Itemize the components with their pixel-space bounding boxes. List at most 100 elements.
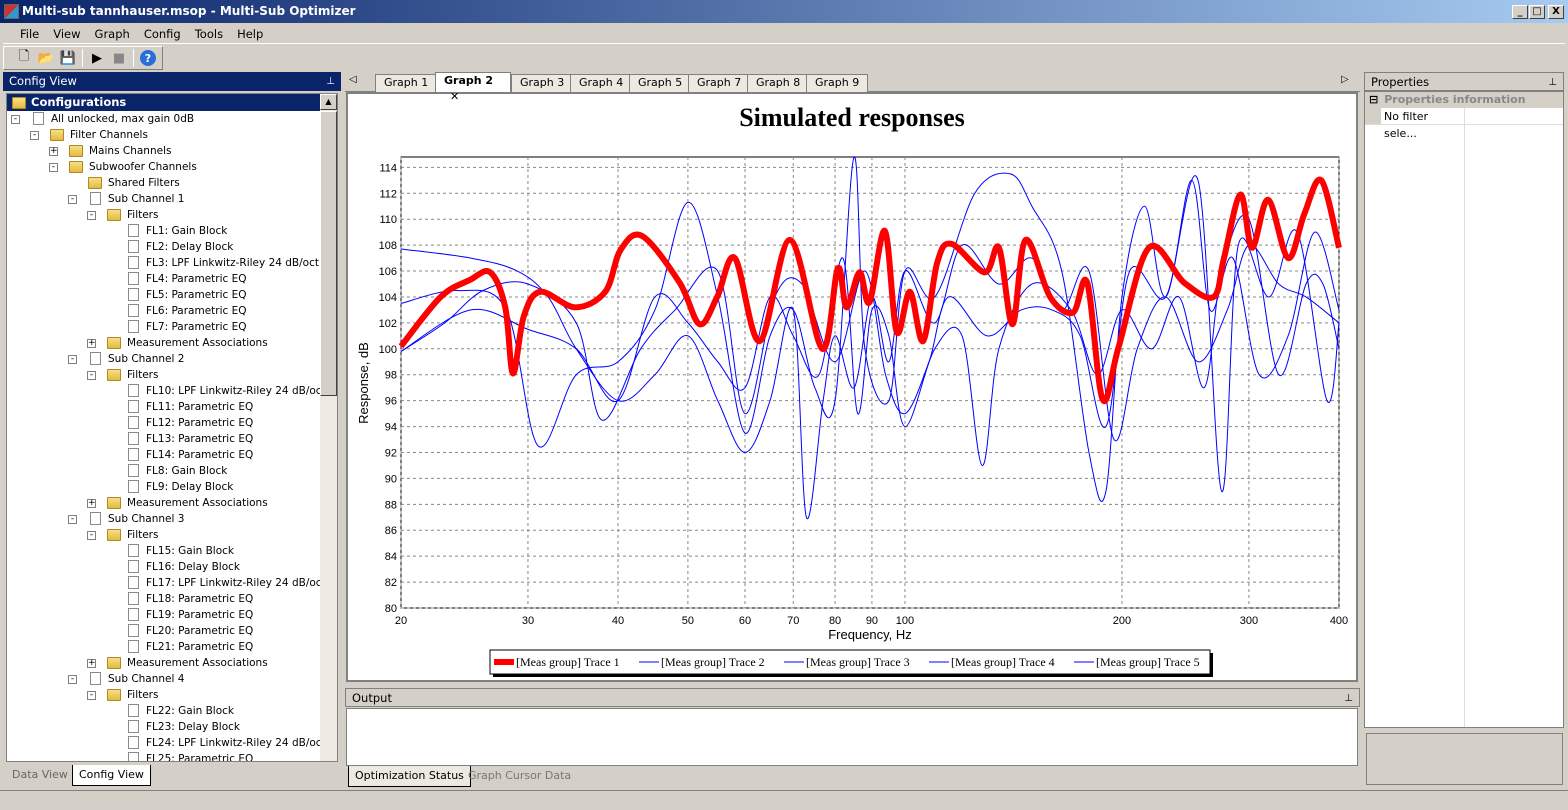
tree-item[interactable]: FL23: Delay Block [7, 719, 337, 735]
collapse-icon[interactable]: - [87, 211, 96, 220]
tree-item[interactable]: FL13: Parametric EQ [7, 431, 337, 447]
open-folder-icon[interactable]: 📂 [37, 50, 55, 66]
tabs-scroll-left-icon[interactable]: ◁ [349, 74, 357, 85]
tree-item[interactable]: - Sub Channel 2 [7, 351, 337, 367]
tab-graph-7[interactable]: Graph 7 [688, 74, 751, 92]
tree-item[interactable]: FL24: LPF Linkwitz-Riley 24 dB/oct [7, 735, 337, 751]
new-file-icon[interactable]: 🗋 [18, 49, 30, 64]
tree-item[interactable]: FL16: Delay Block [7, 559, 337, 575]
tree-item-label: Sub Channel 2 [108, 353, 185, 365]
collapse-icon[interactable]: - [87, 531, 96, 540]
tab-graph-4[interactable]: Graph 4 [570, 74, 633, 92]
expand-icon[interactable]: + [49, 146, 58, 156]
menu-graph[interactable]: Graph [94, 26, 130, 41]
tree-item[interactable]: FL11: Parametric EQ [7, 399, 337, 415]
property-category[interactable]: ⊟ Properties information [1365, 92, 1563, 108]
tree-item[interactable]: FL5: Parametric EQ [7, 287, 337, 303]
property-row[interactable]: No filter sele... [1365, 108, 1563, 140]
tree-root-configurations[interactable]: Configurations [7, 94, 321, 111]
tab-graph-5[interactable]: Graph 5 [629, 74, 692, 92]
collapse-icon[interactable]: - [68, 675, 77, 684]
tab-graph-2[interactable]: Graph 2 ✕ [435, 72, 511, 103]
menu-config[interactable]: Config [143, 26, 181, 41]
tab-graph-9[interactable]: Graph 9 [806, 74, 869, 92]
tree-item[interactable]: Shared Filters [7, 175, 337, 191]
tree-item[interactable]: FL14: Parametric EQ [7, 447, 337, 463]
tree-item[interactable]: FL8: Gain Block [7, 463, 337, 479]
scroll-up-button[interactable]: ▲ [320, 94, 337, 110]
tree-item-label: FL24: LPF Linkwitz-Riley 24 dB/oct [146, 737, 326, 749]
collapse-icon[interactable]: - [87, 691, 96, 700]
play-icon[interactable]: ▶ [92, 50, 102, 66]
tree-item[interactable]: FL6: Parametric EQ [7, 303, 337, 319]
tree-item-label: FL12: Parametric EQ [146, 417, 254, 429]
tree-scrollbar[interactable]: ▲ [320, 94, 337, 761]
tree-item[interactable]: - Filters [7, 687, 337, 703]
tree-item[interactable]: + Measurement Associations [7, 495, 337, 511]
pin-icon[interactable]: ⊥ [326, 76, 335, 87]
tab-config-view[interactable]: Config View [72, 765, 151, 786]
tree-item[interactable]: FL22: Gain Block [7, 703, 337, 719]
tab-optimization-status[interactable]: Optimization Status [348, 766, 471, 787]
menu-help[interactable]: Help [237, 26, 264, 41]
tree-item[interactable]: + Mains Channels [7, 143, 337, 159]
tree-item[interactable]: FL3: LPF Linkwitz-Riley 24 dB/oct [7, 255, 337, 271]
collapse-icon[interactable]: - [11, 115, 20, 124]
tree-item[interactable]: + Measurement Associations [7, 335, 337, 351]
collapse-icon[interactable]: - [68, 355, 77, 364]
tree-item[interactable]: FL15: Gain Block [7, 543, 337, 559]
tree-item[interactable]: FL4: Parametric EQ [7, 271, 337, 287]
maximize-button[interactable]: □ [1529, 5, 1545, 19]
minimize-button[interactable]: _ [1512, 5, 1528, 19]
tree-item[interactable]: - Filters [7, 527, 337, 543]
tree-item[interactable]: FL19: Parametric EQ [7, 607, 337, 623]
tree-item[interactable]: FL9: Delay Block [7, 479, 337, 495]
tree-item[interactable]: FL1: Gain Block [7, 223, 337, 239]
tree-item[interactable]: - Filters [7, 367, 337, 383]
collapse-icon[interactable]: ⊟ [1369, 93, 1379, 106]
tree-item[interactable]: - Sub Channel 4 [7, 671, 337, 687]
collapse-icon[interactable]: - [30, 131, 39, 140]
help-icon[interactable]: ? [140, 50, 156, 66]
scroll-thumb[interactable] [320, 111, 337, 396]
expand-icon[interactable]: + [87, 498, 96, 508]
tree-item[interactable]: - Subwoofer Channels [7, 159, 337, 175]
tabs-scroll-right-icon[interactable]: ▷ [1341, 74, 1349, 85]
menu-view[interactable]: View [53, 26, 81, 41]
close-button[interactable]: X [1548, 5, 1564, 19]
tree-item[interactable]: FL12: Parametric EQ [7, 415, 337, 431]
tree-item[interactable]: - Filters [7, 207, 337, 223]
tree-item[interactable]: - Sub Channel 3 [7, 511, 337, 527]
pin-icon[interactable]: ⊥ [1344, 693, 1353, 704]
tab-data-view[interactable]: Data View [12, 768, 68, 781]
save-icon[interactable]: 💾 [59, 50, 77, 66]
collapse-icon[interactable]: - [68, 515, 77, 524]
tree-item[interactable]: FL18: Parametric EQ [7, 591, 337, 607]
tree-item[interactable]: - Sub Channel 1 [7, 191, 337, 207]
tab-graph-1[interactable]: Graph 1 [375, 74, 438, 92]
collapse-icon[interactable]: - [68, 195, 77, 204]
response-chart[interactable]: Simulated responses 80 82 84 86 88 90 92 94 96 98… [349, 93, 1354, 678]
tab-graph-cursor-data[interactable]: Graph Cursor Data [468, 769, 572, 782]
tree-item[interactable]: FL2: Delay Block [7, 239, 337, 255]
collapse-icon[interactable]: - [87, 371, 96, 380]
tree-item[interactable]: - All unlocked, max gain 0dB [7, 111, 337, 127]
menu-tools[interactable]: Tools [194, 26, 224, 41]
tree-item[interactable]: FL21: Parametric EQ [7, 639, 337, 655]
tree-item[interactable]: FL20: Parametric EQ [7, 623, 337, 639]
tab-graph-8[interactable]: Graph 8 [747, 74, 810, 92]
expand-icon[interactable]: + [87, 658, 96, 668]
tree-item[interactable]: FL17: LPF Linkwitz-Riley 24 dB/oct [7, 575, 337, 591]
tree-item[interactable]: + Measurement Associations [7, 655, 337, 671]
collapse-icon[interactable]: - [49, 163, 58, 172]
tab-graph-3[interactable]: Graph 3 [511, 74, 574, 92]
menu-file[interactable]: File [20, 26, 40, 41]
pin-icon[interactable]: ⊥ [1548, 77, 1557, 88]
tree-item[interactable]: FL7: Parametric EQ [7, 319, 337, 335]
expand-icon[interactable]: + [87, 338, 96, 348]
stop-icon[interactable]: ■ [112, 50, 126, 66]
tree-item[interactable]: FL25: Parametric EQ [7, 751, 337, 761]
tree-item[interactable]: FL10: LPF Linkwitz-Riley 24 dB/oct [7, 383, 337, 399]
tree-item[interactable]: - Filter Channels [7, 127, 337, 143]
close-tab-icon[interactable]: ✕ [450, 90, 460, 103]
